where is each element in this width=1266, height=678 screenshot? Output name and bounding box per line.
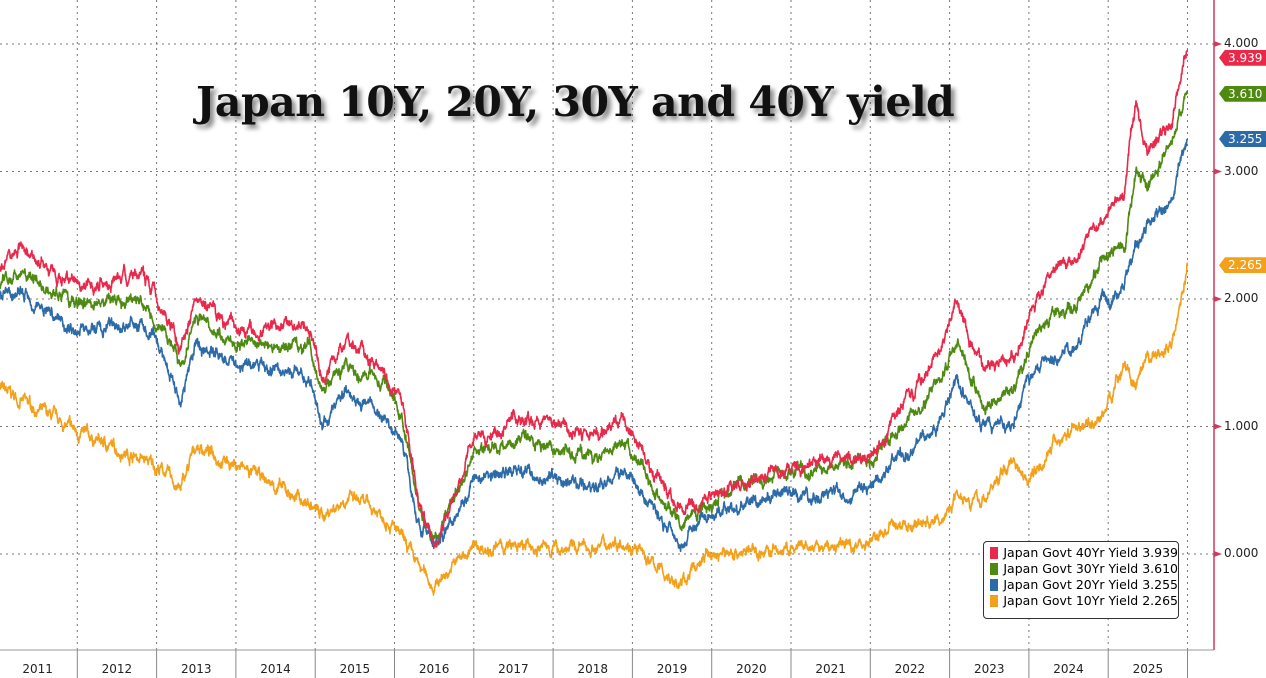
legend-item: Japan Govt 20Yr Yield 3.255 <box>990 577 1178 593</box>
chart-title: Japan 10Y, 20Y, 30Y and 40Y yield <box>196 78 955 126</box>
x-tick-label: 2018 <box>577 662 609 676</box>
x-tick-label: 2025 <box>1132 662 1164 676</box>
legend-swatch <box>990 595 999 607</box>
x-tick-label: 2017 <box>498 662 529 676</box>
legend-swatch <box>990 579 999 591</box>
x-tick-label: 2021 <box>815 662 846 676</box>
x-tick-label: 2024 <box>1053 662 1084 676</box>
series-line-japan-govt-20yr-yield <box>0 138 1189 553</box>
legend-label: Japan Govt 20Yr Yield 3.255 <box>1003 577 1178 592</box>
y-tick-mark <box>1214 423 1222 430</box>
y-tick-label: 4.000 <box>1224 36 1259 50</box>
x-tick-label: 2023 <box>973 662 1005 676</box>
legend-swatch <box>990 563 999 575</box>
x-tick-label: 2016 <box>418 662 450 676</box>
legend-item: Japan Govt 10Yr Yield 2.265 <box>990 593 1178 609</box>
x-tick-label: 2013 <box>180 662 212 676</box>
legend-item: Japan Govt 30Yr Yield 3.610 <box>990 561 1178 577</box>
legend-swatch <box>990 547 999 559</box>
series-line-japan-govt-30yr-yield <box>0 90 1189 543</box>
y-tick-mark <box>1214 551 1222 557</box>
y-tick-label: 0.000 <box>1224 546 1259 560</box>
x-tick-label: 2019 <box>656 662 688 676</box>
y-tick-label: 1.000 <box>1224 418 1259 433</box>
y-tick-mark <box>1214 168 1222 175</box>
x-tick-label: 2020 <box>736 662 767 676</box>
x-tick-label: 2014 <box>260 662 291 676</box>
y-tick-mark <box>1214 296 1222 302</box>
y-tick-mark <box>1214 41 1222 47</box>
y-tick-label: 2.000 <box>1224 291 1259 305</box>
series-line-japan-govt-10yr-yield <box>0 262 1189 596</box>
x-tick-label: 2022 <box>894 662 926 676</box>
last-value-tag: 3.939 <box>1219 49 1266 66</box>
legend-label: Japan Govt 10Yr Yield 2.265 <box>1003 593 1178 608</box>
legend: Japan Govt 40Yr Yield 3.939 Japan Govt 30… <box>983 541 1179 619</box>
series-line-japan-govt-40yr-yield <box>0 49 1189 550</box>
x-tick-label: 2011 <box>22 662 53 676</box>
legend-item: Japan Govt 40Yr Yield 3.939 <box>990 545 1178 561</box>
legend-label: Japan Govt 40Yr Yield 3.939 <box>1003 545 1178 560</box>
x-tick-label: 2015 <box>339 662 371 676</box>
legend-label: Japan Govt 30Yr Yield 3.610 <box>1003 561 1178 576</box>
last-value-tag: 2.265 <box>1219 257 1266 274</box>
last-value-tag: 3.610 <box>1219 85 1266 102</box>
y-tick-label: 3.000 <box>1224 163 1259 178</box>
last-value-tag: 3.255 <box>1219 130 1266 147</box>
x-tick-label: 2012 <box>101 662 133 676</box>
